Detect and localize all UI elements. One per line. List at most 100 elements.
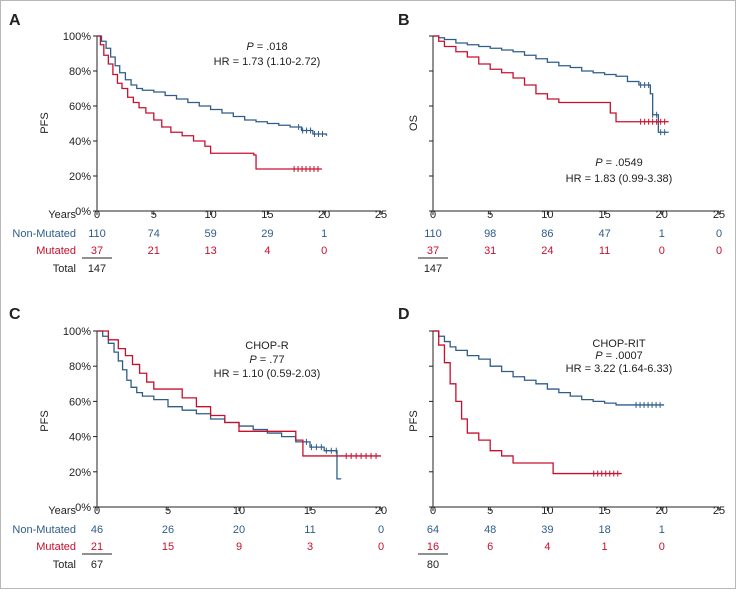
km-curve-non-mutated <box>97 330 342 480</box>
annotation-text: P = .77 <box>249 354 284 366</box>
mutated-row-label: Mutated <box>36 245 76 257</box>
at-risk-mutated: 0 <box>716 245 722 257</box>
x-tick-label: 15 <box>304 505 316 517</box>
y-axis-label: PFS <box>408 410 420 431</box>
at-risk-mutated: 4 <box>264 245 270 257</box>
x-tick-label: 25 <box>713 505 725 517</box>
annotation-text: HR = 1.10 (0.59-2.03) <box>214 368 321 380</box>
at-risk-mutated: 21 <box>148 245 160 257</box>
y-axis-label: OS <box>408 115 420 131</box>
at-risk-mutated: 1 <box>602 541 608 553</box>
annotation-text: CHOP-RIT <box>592 338 645 350</box>
at-risk-mutated: 0 <box>321 245 327 257</box>
km-curve-mutated <box>433 330 622 475</box>
years-row-label: Years <box>48 505 76 517</box>
at-risk-non-mutated: 0 <box>716 228 722 240</box>
km-curve-non-mutated <box>433 35 669 133</box>
at-risk-mutated: 11 <box>599 245 610 257</box>
y-tick-label: 0% <box>75 502 91 514</box>
x-tick-label: 5 <box>487 209 493 221</box>
x-tick-label: 0 <box>94 505 100 517</box>
x-tick-label: 15 <box>598 209 610 221</box>
x-tick-label: 10 <box>233 505 245 517</box>
at-risk-total: 67 <box>91 559 103 571</box>
x-tick-label: 5 <box>151 209 157 221</box>
at-risk-mutated: 24 <box>541 245 553 257</box>
x-tick-label: 25 <box>713 209 725 221</box>
at-risk-mutated: 0 <box>659 245 665 257</box>
at-risk-mutated: 16 <box>427 541 439 553</box>
total-row-label: Total <box>53 263 76 275</box>
annotation-text: HR = 1.83 (0.99-3.38) <box>566 173 673 185</box>
x-tick-label: 5 <box>487 505 493 517</box>
annotation-text: P = .0549 <box>595 157 642 169</box>
annotation-text: HR = 1.73 (1.10-2.72) <box>214 56 321 68</box>
x-tick-label: 15 <box>261 209 273 221</box>
at-risk-non-mutated: 48 <box>484 524 496 536</box>
at-risk-mutated: 13 <box>204 245 216 257</box>
at-risk-mutated: 0 <box>659 541 665 553</box>
km-curve-mutated <box>97 35 322 170</box>
x-tick-label: 20 <box>375 505 387 517</box>
x-tick-label: 0 <box>430 209 436 221</box>
km-curve-mutated <box>433 35 669 123</box>
at-risk-non-mutated: 110 <box>88 228 106 240</box>
x-tick-label: 10 <box>204 209 216 221</box>
at-risk-non-mutated: 1 <box>659 524 665 536</box>
x-tick-label: 15 <box>598 505 610 517</box>
km-curve-non-mutated <box>97 35 328 136</box>
at-risk-non-mutated: 20 <box>233 524 245 536</box>
at-risk-mutated: 9 <box>236 541 242 553</box>
at-risk-mutated: 37 <box>427 245 439 257</box>
at-risk-mutated: 3 <box>307 541 313 553</box>
panel-label-B: B <box>398 12 410 29</box>
x-tick-label: 10 <box>541 505 553 517</box>
x-tick-label: 5 <box>165 505 171 517</box>
at-risk-mutated: 6 <box>487 541 493 553</box>
at-risk-non-mutated: 11 <box>304 524 315 536</box>
at-risk-non-mutated: 64 <box>427 524 439 536</box>
at-risk-non-mutated: 74 <box>148 228 160 240</box>
at-risk-total: 147 <box>88 263 106 275</box>
at-risk-total: 147 <box>424 263 442 275</box>
non-mutated-row-label: Non-Mutated <box>12 524 76 536</box>
at-risk-non-mutated: 1 <box>659 228 665 240</box>
y-axis-label: PFS <box>39 410 51 431</box>
at-risk-mutated: 0 <box>378 541 384 553</box>
at-risk-non-mutated: 59 <box>204 228 216 240</box>
annotation-text: P = .0007 <box>595 350 642 362</box>
panel-label-A: A <box>9 12 21 29</box>
y-tick-label: 80% <box>69 66 91 78</box>
x-tick-label: 20 <box>656 505 668 517</box>
y-tick-label: 0% <box>75 206 91 218</box>
at-risk-mutated: 31 <box>484 245 496 257</box>
y-tick-label: 80% <box>69 361 91 373</box>
x-tick-label: 0 <box>94 209 100 221</box>
x-tick-label: 10 <box>541 209 553 221</box>
y-axis-label: PFS <box>39 112 51 133</box>
x-tick-label: 0 <box>430 505 436 517</box>
at-risk-non-mutated: 46 <box>91 524 103 536</box>
at-risk-non-mutated: 39 <box>541 524 553 536</box>
at-risk-mutated: 15 <box>162 541 174 553</box>
at-risk-non-mutated: 0 <box>378 524 384 536</box>
y-tick-label: 100% <box>63 31 91 43</box>
x-tick-label: 20 <box>656 209 668 221</box>
mutated-row-label: Mutated <box>36 541 76 553</box>
at-risk-mutated: 21 <box>91 541 103 553</box>
at-risk-non-mutated: 86 <box>541 228 553 240</box>
y-tick-label: 20% <box>69 467 91 479</box>
non-mutated-row-label: Non-Mutated <box>12 228 76 240</box>
at-risk-non-mutated: 29 <box>261 228 273 240</box>
at-risk-total: 80 <box>427 559 439 571</box>
annotation-text: HR = 3.22 (1.64-6.33) <box>566 363 673 375</box>
annotation-text: P = .018 <box>246 41 287 53</box>
at-risk-non-mutated: 110 <box>424 228 442 240</box>
y-tick-label: 60% <box>69 396 91 408</box>
panel-label-C: C <box>9 306 21 323</box>
y-tick-label: 60% <box>69 101 91 113</box>
at-risk-non-mutated: 98 <box>484 228 496 240</box>
at-risk-mutated: 37 <box>91 245 103 257</box>
km-curve-non-mutated <box>433 330 665 406</box>
